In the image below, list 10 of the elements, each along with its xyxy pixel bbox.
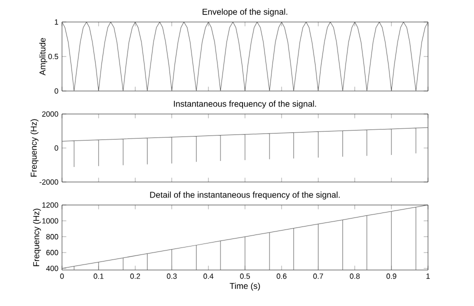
y-axis-title: Frequency (Hz) — [30, 119, 38, 177]
line-series — [62, 127, 428, 167]
chart-title: Instantaneous frequency of the signal. — [174, 100, 316, 108]
x-axis-title: Time (s) — [230, 282, 260, 291]
chart-title: Detail of the instantaneous frequency of the signal. — [150, 192, 340, 200]
y-axis-title: Amplitude — [39, 38, 48, 76]
line-series — [62, 22, 428, 91]
chart-title: Envelope of the signal. — [202, 8, 288, 16]
y-axis-title: Frequency (Hz) — [32, 208, 41, 266]
line-series — [62, 205, 428, 270]
